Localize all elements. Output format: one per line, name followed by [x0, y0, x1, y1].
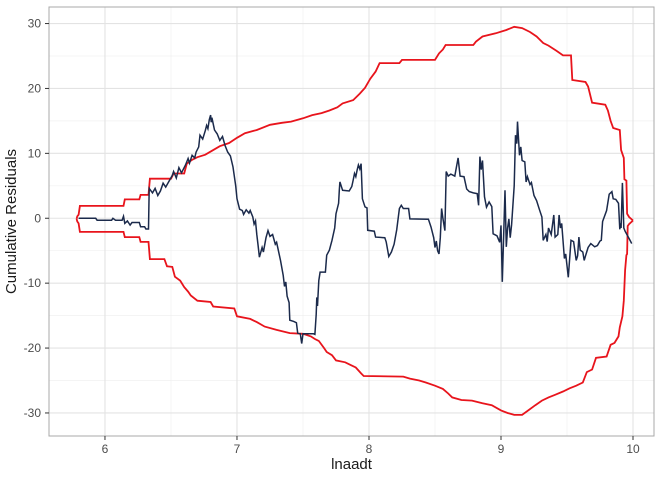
gridlines [49, 7, 654, 436]
y-tick-label: 30 [28, 17, 42, 31]
upper-envelope-line [75, 25, 634, 222]
y-tick-label: -20 [24, 341, 42, 355]
x-tick-label: 9 [498, 442, 505, 456]
y-tick-label: 0 [34, 211, 41, 225]
x-tick-label: 6 [102, 442, 109, 456]
y-tick-label: 10 [28, 146, 42, 160]
cumulative-residuals-line [78, 114, 633, 344]
x-axis-title: lnaadt [331, 456, 373, 473]
y-tick-label: -30 [24, 406, 42, 420]
panel-border [48, 6, 655, 437]
x-tick-label: 10 [626, 442, 640, 456]
series-lines [75, 25, 634, 416]
axis-ticks [45, 23, 634, 440]
x-tick-label: 7 [234, 442, 241, 456]
lower-envelope-line [75, 218, 634, 416]
y-tick-label: 20 [28, 81, 42, 95]
plot-panel [49, 7, 654, 436]
axis-tick-labels: 6 7 8 9 10 -30 -20 -10 0 10 20 30 [24, 17, 640, 456]
x-tick-label: 8 [366, 442, 373, 456]
y-tick-label: -10 [24, 276, 42, 290]
y-axis-title: Cumulative Residuals [3, 149, 20, 294]
